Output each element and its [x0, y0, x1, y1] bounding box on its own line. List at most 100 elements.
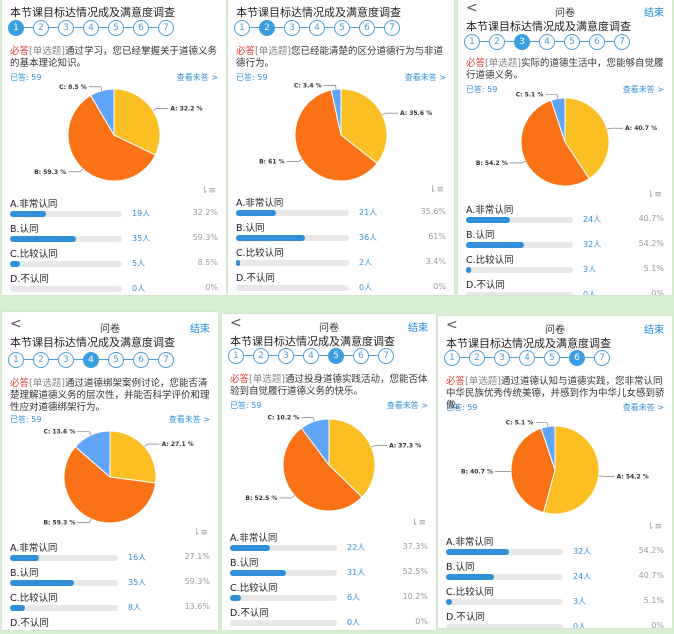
step-3[interactable]: 3 [58, 352, 74, 368]
step-3[interactable]: 3 [514, 34, 530, 50]
step-4[interactable]: 4 [539, 34, 555, 50]
step-6[interactable]: 6 [133, 20, 149, 36]
question-content: 通过投身道德实践活动，您能否体验到自觉履行道德义务的快乐。 [230, 374, 428, 397]
step-4[interactable]: 4 [83, 352, 99, 368]
view-unanswered-link[interactable]: 查看未答 > [404, 73, 446, 82]
step-7[interactable]: 7 [384, 20, 400, 36]
step-5[interactable]: 5 [334, 20, 350, 36]
view-unanswered-link[interactable]: 查看未答 > [176, 73, 218, 82]
back-arrow-icon[interactable]: < [466, 0, 478, 16]
pie-slice-b [67, 94, 157, 182]
nav-title: 问卷 [555, 8, 575, 19]
step-1[interactable]: 1 [8, 352, 24, 368]
sort-icon[interactable]: ⇂≡ [428, 185, 444, 195]
step-2[interactable]: 2 [253, 348, 269, 364]
option-bar-fill [236, 210, 276, 216]
step-connector [300, 27, 309, 28]
back-arrow-icon[interactable]: < [230, 315, 242, 331]
back-arrow-icon[interactable]: < [10, 316, 22, 332]
option-label: C.比较认同 [446, 587, 494, 598]
pie-leader-line [68, 168, 84, 173]
option-row: C.比较认同 2人 3.4% [236, 245, 446, 271]
sort-icon[interactable]: ⇂≡ [200, 186, 216, 196]
step-1[interactable]: 1 [234, 20, 250, 36]
step-5[interactable]: 5 [544, 350, 560, 366]
step-1[interactable]: 1 [8, 20, 24, 36]
step-5[interactable]: 5 [108, 20, 124, 36]
option-row: A.非常认同 16人 27.1% [10, 540, 210, 566]
step-connector [580, 41, 589, 42]
option-percent: 0% [433, 282, 446, 291]
option-percent: 59.3% [184, 577, 210, 586]
step-3[interactable]: 3 [58, 20, 74, 36]
step-5[interactable]: 5 [328, 348, 344, 364]
step-7[interactable]: 7 [158, 20, 174, 36]
step-6[interactable]: 6 [359, 20, 375, 36]
step-2[interactable]: 2 [33, 20, 49, 36]
view-unanswered-link[interactable]: 查看未答 > [386, 401, 428, 410]
step-4[interactable]: 4 [309, 20, 325, 36]
option-label: B.认同 [10, 568, 39, 579]
step-connector [480, 41, 489, 42]
step-3[interactable]: 3 [278, 348, 294, 364]
step-7[interactable]: 7 [378, 348, 394, 364]
step-connector [250, 27, 259, 28]
step-5[interactable]: 5 [108, 352, 124, 368]
end-button[interactable]: 结束 [190, 324, 210, 335]
sort-icon[interactable]: ⇂≡ [410, 518, 426, 528]
pie-label-c: C: 13.6 % [43, 428, 75, 435]
option-label: A.非常认同 [446, 537, 494, 548]
option-percent: 5.1% [643, 596, 664, 605]
step-connector [244, 355, 253, 356]
end-button[interactable]: 结束 [408, 323, 428, 334]
option-row: D.不认同 0人 0% [466, 277, 664, 295]
option-count: 5人 [132, 259, 146, 268]
pie-slice-c [330, 88, 342, 136]
step-4[interactable]: 4 [303, 348, 319, 364]
step-4[interactable]: 4 [519, 350, 535, 366]
end-button[interactable]: 结束 [644, 325, 664, 336]
view-unanswered-link[interactable]: 查看未答 > [168, 415, 210, 424]
step-4[interactable]: 4 [83, 20, 99, 36]
step-6[interactable]: 6 [353, 348, 369, 364]
pie-label-a: A: 32.2 % [170, 105, 202, 112]
sort-icon[interactable]: ⇂≡ [192, 528, 208, 538]
option-bar-track [446, 599, 563, 605]
option-bar-track [10, 261, 122, 267]
pie-svg: A: 32.2 % B: 59.3 % C: 8.5 % [34, 84, 203, 182]
option-bar-track [466, 242, 573, 248]
step-connector [555, 41, 564, 42]
step-7[interactable]: 7 [594, 350, 610, 366]
step-1[interactable]: 1 [464, 34, 480, 50]
view-unanswered-link[interactable]: 查看未答 > [622, 403, 664, 412]
step-6[interactable]: 6 [589, 34, 605, 50]
pie-chart: A: 40.7 % B: 54.2 % C: 5.1 % [458, 92, 672, 192]
sort-icon[interactable]: ⇂≡ [646, 190, 662, 200]
step-6[interactable]: 6 [569, 350, 585, 366]
step-2[interactable]: 2 [33, 352, 49, 368]
end-button[interactable]: 结束 [644, 8, 664, 19]
option-percent: 5.1% [643, 264, 664, 273]
step-3[interactable]: 3 [494, 350, 510, 366]
step-2[interactable]: 2 [259, 20, 275, 36]
view-unanswered-link[interactable]: 查看未答 > [622, 85, 664, 94]
answered-count: 已答: 59 [236, 73, 268, 82]
step-7[interactable]: 7 [614, 34, 630, 50]
step-2[interactable]: 2 [469, 350, 485, 366]
step-2[interactable]: 2 [489, 34, 505, 50]
option-percent: 40.7% [638, 571, 664, 580]
step-1[interactable]: 1 [228, 348, 244, 364]
sort-icon[interactable]: ⇂≡ [646, 522, 662, 532]
step-1[interactable]: 1 [444, 350, 460, 366]
option-percent: 10.2% [402, 592, 428, 601]
option-bar-track [230, 595, 337, 601]
option-label: C.比较认同 [10, 249, 58, 260]
step-6[interactable]: 6 [133, 352, 149, 368]
step-3[interactable]: 3 [284, 20, 300, 36]
back-arrow-icon[interactable]: < [446, 317, 458, 333]
survey-panel-1: 本节课目标达情况成及满意度调查 1 2 3 4 5 6 7 必答[单选题]通过学习，您已经掌握关… [2, 0, 226, 295]
option-bar-track [466, 267, 573, 273]
step-7[interactable]: 7 [158, 352, 174, 368]
pie-label-b: B: 40.7 % [461, 468, 493, 475]
step-5[interactable]: 5 [564, 34, 580, 50]
